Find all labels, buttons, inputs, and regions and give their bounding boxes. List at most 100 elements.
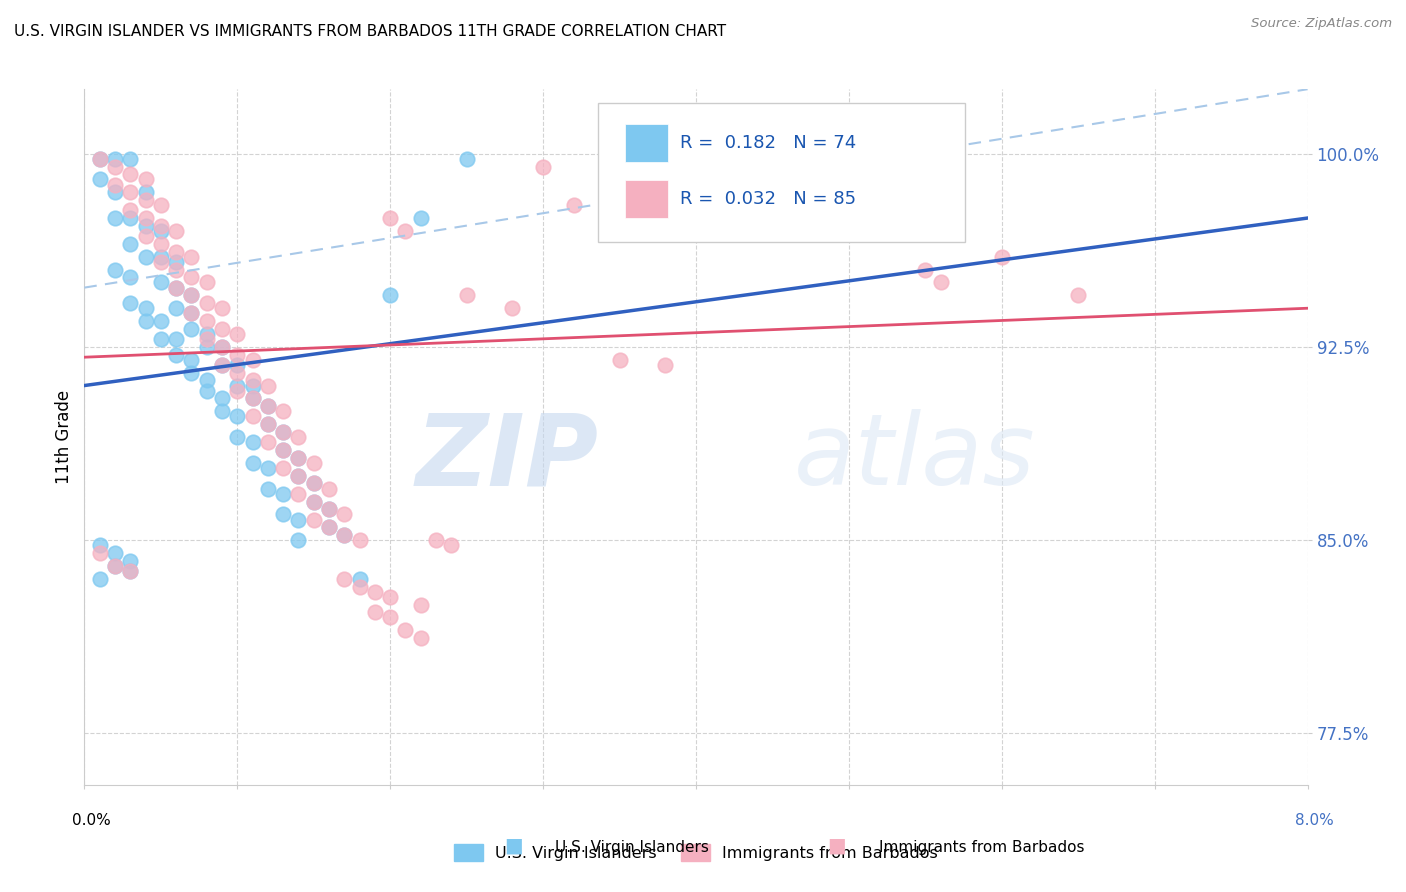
Point [380,288,402,302]
Point [211,404,233,418]
Point [271,487,294,501]
Point [180,306,202,320]
Point [302,494,325,508]
Point [226,378,249,392]
Point [120,167,142,181]
Point [135,211,157,225]
Point [195,314,218,328]
Point [440,538,463,552]
Point [120,203,142,218]
Point [242,378,264,392]
Point [135,193,157,207]
Text: 8.0%: 8.0% [1295,814,1334,828]
Point [380,610,402,624]
Point [135,250,157,264]
Point [333,528,356,542]
Point [104,546,127,560]
Point [242,435,264,450]
Point [165,280,187,294]
FancyBboxPatch shape [598,103,965,243]
Point [195,326,218,341]
Point [135,229,157,244]
Text: ZIP: ZIP [415,409,598,507]
Point [180,306,202,320]
Bar [626,124,668,162]
Point [562,198,585,212]
Point [211,322,233,336]
Point [257,461,280,475]
Point [195,276,218,290]
Point [271,508,294,522]
Point [149,276,172,290]
Point [195,340,218,354]
Point [333,508,356,522]
Point [242,392,264,406]
Point [180,288,202,302]
Point [180,288,202,302]
Point [287,468,309,483]
Point [89,572,111,586]
Point [104,558,127,573]
Point [318,502,340,516]
Point [1067,288,1090,302]
Point [165,301,187,316]
Point [349,572,371,586]
Point [165,332,187,346]
Text: 0.0%: 0.0% [72,814,111,828]
Point [89,152,111,166]
Point [257,417,280,432]
Point [226,384,249,398]
Point [180,270,202,285]
Point [226,430,249,444]
Point [257,399,280,413]
Point [287,512,309,526]
Point [165,255,187,269]
Text: U.S. VIRGIN ISLANDER VS IMMIGRANTS FROM BARBADOS 11TH GRADE CORRELATION CHART: U.S. VIRGIN ISLANDER VS IMMIGRANTS FROM … [14,24,725,38]
Point [165,224,187,238]
Point [456,152,478,166]
Text: atlas: atlas [794,409,1035,507]
Point [211,392,233,406]
Point [761,203,783,218]
Point [226,409,249,424]
Text: R =  0.182   N = 74: R = 0.182 N = 74 [681,135,856,153]
Point [287,468,309,483]
Point [135,301,157,316]
Point [89,546,111,560]
Point [149,198,172,212]
Point [211,358,233,372]
Point [257,482,280,496]
Point [302,456,325,470]
Point [425,533,447,548]
Point [120,152,142,166]
Point [120,564,142,578]
Point [165,244,187,259]
Point [257,435,280,450]
Point [364,584,387,599]
Point [211,340,233,354]
Point [149,236,172,251]
Point [349,580,371,594]
Point [318,502,340,516]
Point [195,384,218,398]
Point [120,270,142,285]
Point [89,172,111,186]
Point [120,211,142,225]
Point [226,358,249,372]
Point [165,280,187,294]
Point [226,326,249,341]
Point [242,373,264,387]
Point [180,250,202,264]
Point [271,425,294,439]
Point [120,296,142,310]
Point [226,366,249,380]
Point [287,533,309,548]
Point [990,250,1012,264]
Point [120,564,142,578]
Point [180,366,202,380]
Point [333,528,356,542]
Point [271,425,294,439]
Point [135,172,157,186]
Point [104,558,127,573]
Point [104,262,127,277]
